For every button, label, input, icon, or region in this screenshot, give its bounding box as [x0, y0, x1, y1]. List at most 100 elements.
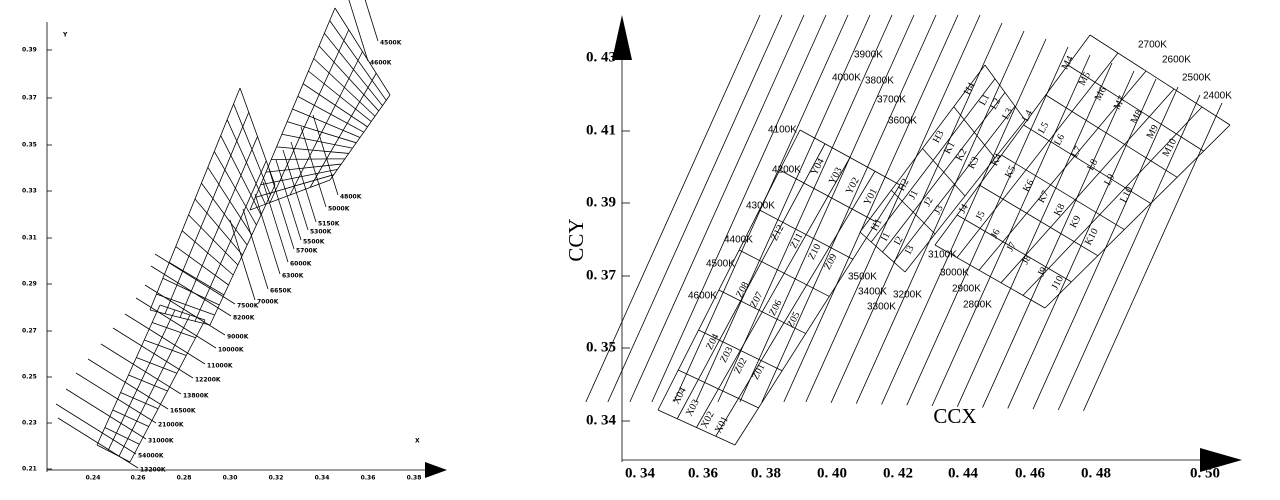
cct-label: 6650K	[270, 288, 292, 295]
cct-line	[154, 253, 236, 305]
left-axes	[46, 22, 447, 478]
cct-label: 6300K	[282, 273, 304, 280]
bin-label: Z02	[732, 356, 749, 375]
cct-label: 5150K	[318, 221, 340, 228]
x-tick-label: 0. 48	[1081, 465, 1111, 481]
cct-line	[312, 114, 339, 196]
x-tick-label: 0.26	[131, 475, 146, 482]
cct-line	[275, 159, 302, 241]
cct-line	[254, 193, 281, 275]
cct-label: 2900K	[952, 284, 981, 295]
cct-label: 3600K	[888, 116, 917, 127]
cct-line	[717, 14, 893, 403]
y-tick-label: 0. 39	[586, 194, 616, 210]
bin-label: Y01	[862, 187, 880, 207]
x-tick-label: 0. 44	[948, 465, 979, 481]
bin-grid	[96, 304, 206, 463]
bin-label: I2	[892, 235, 906, 248]
bin-grid	[934, 34, 1231, 309]
bin-label: M5	[1077, 70, 1093, 87]
cct-label: 4300K	[746, 201, 775, 212]
bin-grid	[859, 64, 1026, 273]
cct-label: 4000K	[832, 73, 861, 84]
cct-label: 4400K	[724, 235, 753, 246]
cct-line	[75, 372, 157, 424]
cct-line	[112, 327, 194, 379]
bin-label: K6	[1021, 178, 1036, 194]
cct-line	[906, 46, 1069, 406]
bin-label: K5	[1003, 164, 1018, 180]
y-tick-label: 0.37	[22, 95, 37, 102]
y-tick-label: 0.23	[22, 420, 37, 427]
cct-line	[695, 14, 871, 403]
bin-label: J6	[989, 227, 1003, 240]
cct-line	[761, 14, 937, 403]
cct-label: 5700K	[296, 248, 318, 255]
bin-label: K9	[1068, 214, 1083, 230]
cct-line	[262, 181, 289, 263]
cct-label: 2800K	[963, 300, 992, 311]
cct-line	[65, 388, 147, 440]
cct-label: 6000K	[290, 261, 312, 268]
cct-label: 2500K	[1182, 73, 1211, 84]
cct-line	[1007, 78, 1157, 409]
bin-label: L2	[988, 96, 1003, 111]
cct-line	[881, 38, 1047, 405]
bin-label: K1	[942, 140, 957, 156]
cct-label: 3400K	[858, 287, 887, 298]
bin-label: K8	[1052, 202, 1067, 218]
cct-line	[607, 14, 783, 403]
bin-label: J3	[932, 203, 946, 216]
cct-label: 4100K	[768, 125, 797, 136]
bin-label: H1	[869, 217, 884, 233]
cct-line	[290, 141, 317, 223]
bin-label: Z03	[718, 345, 735, 364]
cct-label: 21000K	[158, 422, 184, 429]
x-tick-label: 0. 50	[1190, 465, 1220, 481]
cct-label: 54000K	[138, 453, 164, 460]
x-tick-label: 0.34	[315, 475, 330, 482]
cct-label: 2400K	[1203, 91, 1232, 102]
bin-label: I3	[903, 244, 917, 257]
bin-label: Z05	[785, 310, 802, 329]
bin-grid	[249, 7, 391, 211]
cct-label: 13800K	[183, 393, 209, 400]
y-tick-label: 0. 35	[586, 339, 616, 355]
x-tick-label: 0. 42	[883, 465, 913, 481]
cct-label: 5300K	[310, 229, 332, 236]
bin-label: L5	[1036, 120, 1051, 135]
cct-line	[300, 126, 327, 208]
cct-label: 4800K	[340, 194, 362, 201]
cct-label: 2600K	[1162, 55, 1191, 66]
bin-label: H2	[896, 177, 911, 193]
cct-label: 5000K	[328, 206, 350, 213]
bin-label: L9	[1102, 172, 1117, 187]
cct-line	[242, 208, 269, 290]
bin-label: J8	[1020, 253, 1034, 266]
cct-label: 3200K	[893, 290, 922, 301]
cct-line	[1083, 102, 1223, 411]
cct-label: 7000K	[257, 299, 279, 306]
cct-line	[100, 343, 182, 395]
y-axis-label: CCY	[564, 218, 588, 261]
bin-grid	[149, 87, 276, 326]
bin-label: K2	[954, 147, 969, 163]
bin-label: M8	[1129, 108, 1145, 125]
x-tick-label: 0. 34	[625, 465, 656, 481]
cct-line	[673, 14, 849, 403]
bin-label: Z08	[734, 280, 751, 299]
bin-label: Z01	[750, 362, 767, 381]
cct-label: 4200K	[772, 165, 801, 176]
cct-label: 3900K	[854, 50, 883, 61]
cct-label: 3700K	[877, 95, 906, 106]
bin-label: J1	[907, 188, 921, 201]
y-tick-label: 0.25	[22, 374, 37, 381]
y-tick-label: 0.35	[22, 142, 37, 149]
cct-label: 3800K	[865, 76, 894, 87]
bin-label: J5	[974, 209, 988, 222]
bin-label: Z12	[769, 223, 786, 242]
x-tick-label: 0.36	[361, 475, 376, 482]
cct-line	[585, 14, 761, 403]
cct-line	[124, 313, 206, 365]
